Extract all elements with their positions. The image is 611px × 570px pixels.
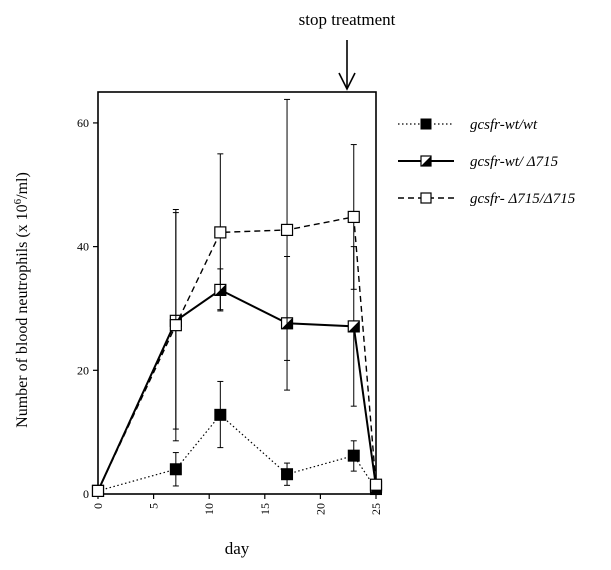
y-tick-label-40: 40	[77, 240, 89, 254]
x-tick-label-25: 25	[369, 503, 383, 515]
legend-label-wt-wt: gcsfr-wt/wt	[470, 117, 538, 133]
data-point	[280, 223, 294, 237]
series-layer	[91, 98, 383, 498]
data-point	[281, 468, 294, 481]
data-point	[347, 449, 360, 462]
x-tick-label-20: 20	[313, 503, 327, 515]
series-0	[92, 380, 382, 497]
series-line	[97, 216, 377, 492]
legend-item-wt-wt: gcsfr-wt/wt	[398, 117, 538, 133]
data-point	[347, 210, 360, 224]
x-tick-label-5: 5	[147, 503, 161, 509]
legend-label-wt-d715: gcsfr-wt/ Δ715	[470, 154, 559, 170]
y-axis-label-main: Number of blood neutrophils (x 10	[14, 204, 31, 428]
data-point	[347, 320, 360, 333]
y-tick-label-60: 60	[77, 116, 89, 130]
x-axis-label: day	[225, 539, 250, 558]
legend-item-wt-d715: gcsfr-wt/ Δ715	[398, 154, 559, 170]
data-point	[169, 319, 182, 332]
y-axis-label-tail: /ml)	[14, 172, 31, 199]
x-tick-label-0: 0	[91, 503, 105, 509]
series-line	[97, 288, 377, 492]
data-point	[214, 408, 227, 421]
data-point	[169, 463, 182, 476]
series-2	[91, 98, 383, 498]
data-point	[214, 226, 227, 239]
x-tick-label-10: 10	[202, 503, 216, 515]
y-axis-label: Number of blood neutrophils (x 106/ml)	[12, 172, 31, 428]
axes: 0 20 40 60 0 5 10 15 20 25	[77, 116, 383, 515]
legend-item-d715-d715: gcsfr- Δ715/Δ715	[398, 191, 576, 207]
stop-treatment-arrow	[338, 40, 356, 91]
stop-treatment-label: stop treatment	[299, 10, 396, 29]
y-tick-label-0: 0	[83, 487, 89, 501]
y-axis-label-sup: 6	[12, 198, 24, 204]
plot-frame	[97, 91, 377, 495]
x-tick-label-15: 15	[258, 503, 272, 515]
legend-label-d715-d715: gcsfr- Δ715/Δ715	[470, 191, 576, 207]
y-tick-label-20: 20	[77, 363, 89, 377]
data-point	[369, 478, 383, 491]
data-point	[91, 484, 105, 498]
legend: gcsfr-wt/wt gcsfr-wt/ Δ715 gcsfr- Δ715/Δ…	[398, 117, 576, 207]
series-line	[97, 413, 377, 492]
series-1	[91, 212, 383, 498]
